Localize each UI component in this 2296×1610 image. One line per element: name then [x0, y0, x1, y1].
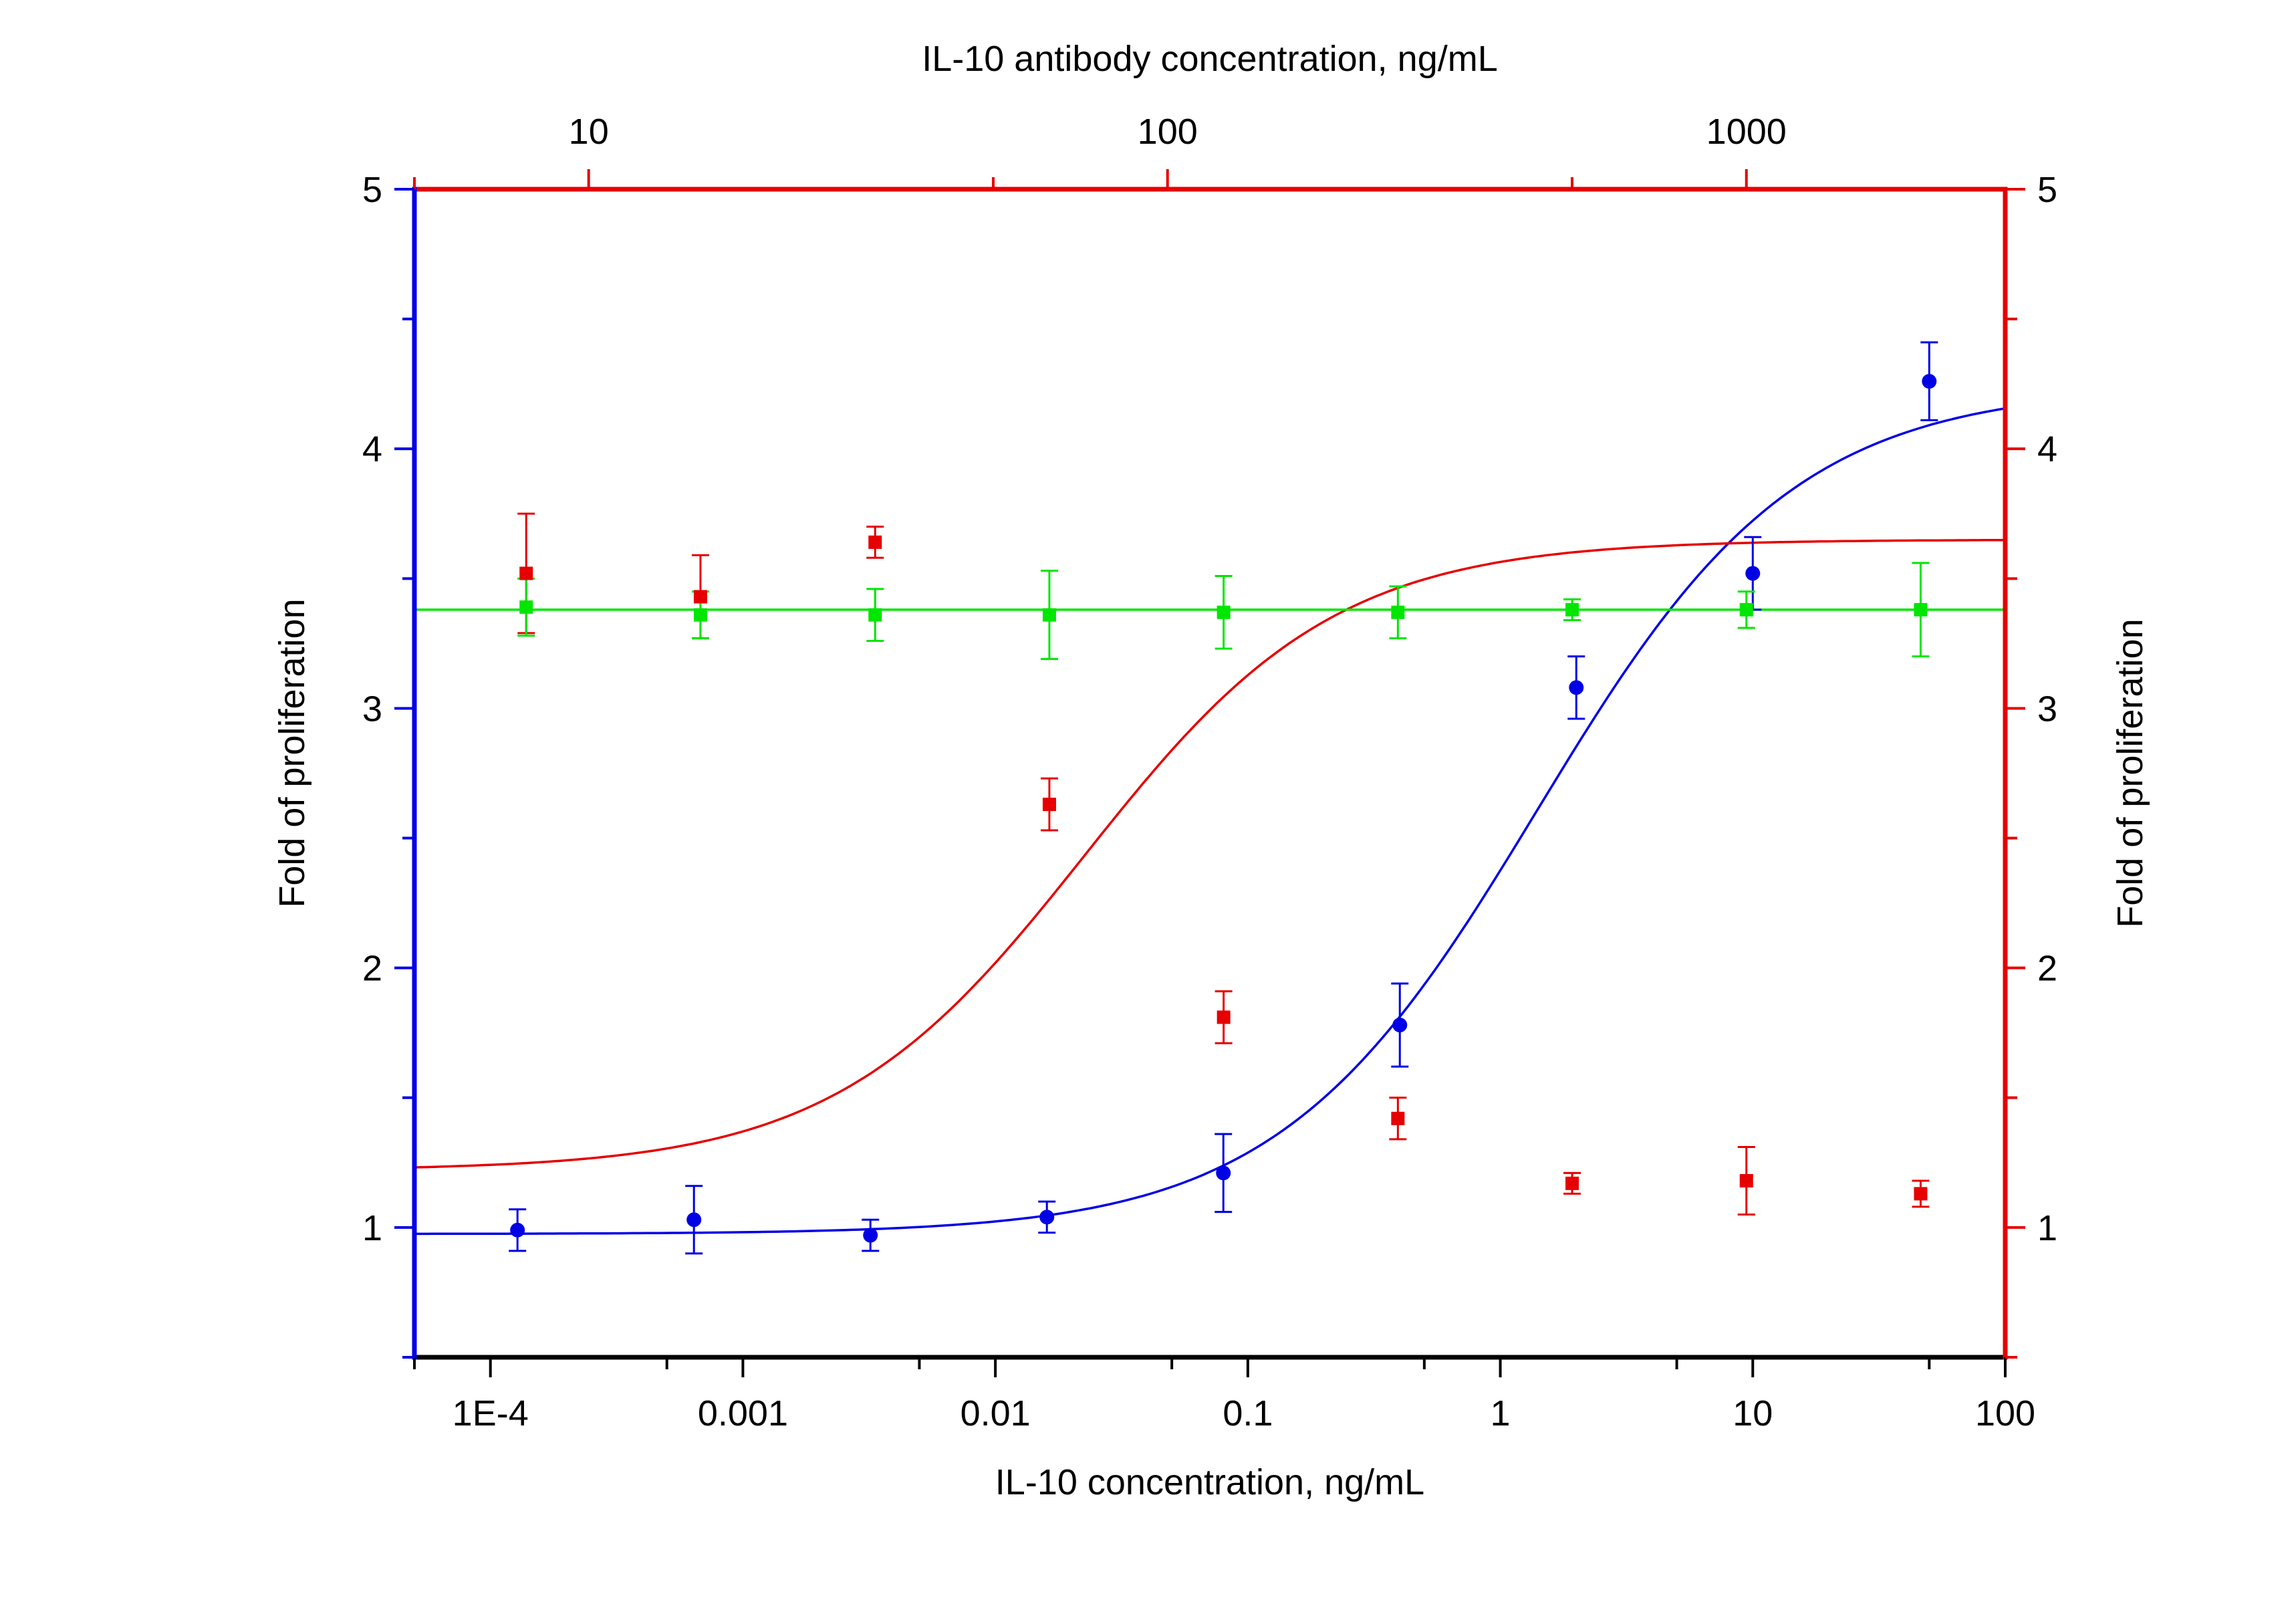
error-bars [509, 341, 1938, 1255]
right-tick-label: 2 [2037, 949, 2057, 989]
fit-curves [414, 407, 2006, 1236]
data-point-square [868, 535, 882, 549]
bottom-tick-label: 100 [1975, 1393, 2035, 1433]
data-point-square [1914, 1187, 1928, 1201]
bottom-tick-label: 0.001 [698, 1393, 788, 1433]
right-tick-label: 4 [2037, 429, 2057, 469]
data-point-square [1565, 602, 1579, 616]
data-point-circle [510, 1222, 525, 1238]
bottom-tick-label: 0.1 [1223, 1393, 1273, 1433]
data-point-square [693, 608, 707, 622]
data-point-square [1565, 1176, 1579, 1190]
top-axis-title: IL-10 antibody concentration, ng/mL [922, 39, 1498, 79]
data-point-square [1042, 608, 1056, 622]
fit-curve [414, 407, 2006, 1236]
bottom-tick-label: 0.01 [961, 1393, 1031, 1433]
data-point-square [1042, 798, 1056, 812]
data-point-square [519, 566, 533, 580]
data-point-circle [1922, 374, 1937, 389]
right-tick-label: 5 [2037, 170, 2057, 210]
left-axis-title: Fold of proliferation [272, 598, 312, 907]
data-point-circle [1392, 1018, 1408, 1033]
bottom-tick-label: 1 [1491, 1393, 1511, 1433]
data-point-square [868, 608, 882, 622]
data-point-square [1739, 602, 1753, 616]
axes [412, 187, 2008, 1360]
data-point-square [1914, 602, 1928, 616]
top-tick-label: 100 [1138, 112, 1198, 152]
right-tick-label: 1 [2037, 1208, 2057, 1248]
data-point-square [519, 600, 533, 614]
data-point-circle [863, 1228, 878, 1243]
left-tick-label: 3 [362, 689, 382, 729]
left-tick-label: 4 [362, 429, 382, 469]
data-point-square [1739, 1174, 1753, 1188]
data-point-square [1391, 605, 1405, 619]
data-point-circle [1745, 566, 1761, 581]
data-point-circle [1039, 1210, 1055, 1225]
data-point-circle [686, 1212, 702, 1228]
left-tick-label: 5 [362, 170, 382, 210]
data-point-square [693, 590, 707, 604]
fit-curve [414, 538, 2006, 1169]
right-tick-label: 3 [2037, 689, 2057, 729]
axis-ticks: 1E-4 0.001 0.01 0.1 1 10 100 10 100 1000 1 2 3 4 5 1 2 3 4… [362, 112, 2057, 1433]
top-tick-label: 1000 [1706, 112, 1787, 152]
bottom-axis-title: IL-10 concentration, ng/mL [995, 1462, 1424, 1502]
data-point-square [1217, 605, 1231, 619]
data-point-circle [1216, 1165, 1231, 1181]
data-point-square [1217, 1010, 1231, 1024]
bottom-tick-label: 1E-4 [453, 1393, 529, 1433]
right-axis-title: Fold of proliferation [2110, 618, 2150, 927]
left-tick-label: 2 [362, 949, 382, 989]
left-tick-label: 1 [362, 1208, 382, 1248]
data-points [510, 374, 1937, 1243]
top-tick-label: 10 [569, 112, 609, 152]
data-point-square [1391, 1111, 1405, 1125]
bottom-tick-label: 10 [1733, 1393, 1773, 1433]
data-point-circle [1569, 680, 1584, 695]
